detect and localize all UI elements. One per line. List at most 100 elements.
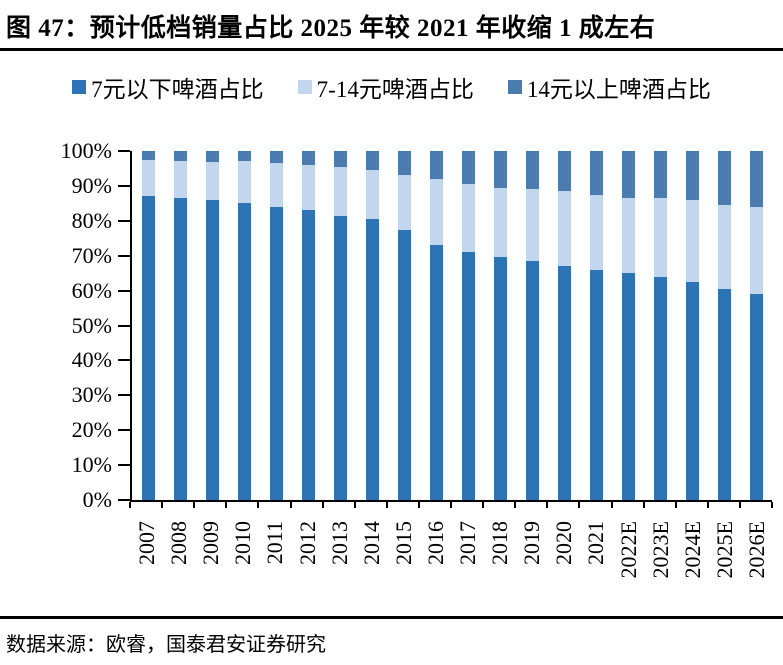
legend-swatch	[297, 80, 312, 94]
bar-segment	[237, 151, 251, 162]
bar-segment	[205, 199, 219, 500]
x-tick-label-text: 2016	[422, 521, 448, 565]
bar-column	[676, 151, 708, 500]
bar-column	[452, 151, 484, 500]
x-axis-tick	[706, 502, 709, 508]
bar-segment	[461, 252, 475, 500]
stacked-bar	[589, 151, 603, 500]
bar-segment	[749, 206, 763, 295]
x-axis-tick	[193, 502, 196, 508]
bar-column	[516, 151, 548, 500]
bar-segment	[749, 294, 763, 500]
y-tick-label: 20%	[71, 417, 112, 443]
x-axis-tick	[771, 502, 773, 508]
y-axis-tick	[118, 464, 130, 467]
x-axis-tick	[482, 502, 485, 508]
stacked-bar	[493, 151, 507, 500]
x-axis-tick	[674, 502, 677, 508]
bar-segment	[365, 170, 379, 220]
x-axis-tick	[289, 502, 292, 508]
title-divider	[0, 48, 783, 51]
bar-segment	[621, 273, 635, 500]
bar-segment	[685, 281, 699, 500]
bar-segment	[653, 151, 667, 199]
x-axis-tick	[161, 502, 164, 508]
stacked-bar	[397, 151, 411, 500]
x-axis-tick	[257, 502, 260, 508]
y-tick-label: 90%	[71, 172, 112, 198]
stacked-bar	[653, 151, 667, 500]
y-axis-tick	[118, 394, 130, 397]
stacked-bar	[429, 151, 443, 500]
legend-item: 14元以上啤酒占比	[507, 70, 711, 104]
bar-segment	[173, 151, 187, 162]
bar-segment	[141, 196, 155, 500]
y-tick-label: 0%	[82, 487, 112, 512]
bar-segment	[269, 206, 283, 500]
stacked-bar	[557, 151, 571, 500]
x-tick-label-text: 2019	[519, 521, 545, 565]
x-tick-label-text: 2011	[262, 521, 288, 565]
bar-segment	[653, 276, 667, 500]
bar-segment	[333, 166, 347, 216]
bar-segment	[237, 161, 251, 204]
stacked-bar	[365, 151, 379, 500]
y-tick-label: 80%	[71, 207, 112, 233]
x-tick-label-text: 2010	[230, 521, 256, 565]
x-tick-label-text: 2014	[358, 521, 384, 565]
bar-segment	[301, 151, 315, 165]
plot-area	[130, 151, 772, 502]
y-axis-tick	[118, 289, 130, 292]
bar-segment	[173, 161, 187, 199]
stacked-bar	[621, 151, 635, 500]
y-axis-tick	[118, 359, 130, 362]
stacked-bar	[717, 151, 731, 500]
bar-segment	[685, 151, 699, 200]
bar-column	[548, 151, 580, 500]
bar-segment	[333, 151, 347, 167]
figure-title: 图 47：预计低档销量占比 2025 年较 2021 年收缩 1 成左右	[6, 15, 656, 42]
bar-segment	[749, 151, 763, 207]
bar-segment	[429, 178, 443, 246]
bar-column	[132, 151, 164, 500]
x-axis-tick	[546, 502, 549, 508]
bar-column	[228, 151, 260, 500]
stacked-bar	[173, 151, 187, 500]
bar-column	[292, 151, 324, 500]
bar-segment	[685, 199, 699, 282]
bar-segment	[493, 151, 507, 188]
bar-column	[644, 151, 676, 500]
y-tick-label: 40%	[71, 347, 112, 373]
y-tick-label: 30%	[71, 382, 112, 408]
bar-segment	[557, 151, 571, 192]
bar-segment	[205, 161, 219, 200]
x-tick-label-text: 2012	[294, 521, 320, 565]
bar-segment	[717, 205, 731, 289]
bar-segment	[717, 288, 731, 500]
x-tick-label-text: 2023E	[647, 521, 673, 579]
y-axis-tick	[118, 184, 130, 187]
bar-segment	[205, 151, 219, 162]
bar-column	[420, 151, 452, 500]
x-axis-tick	[578, 502, 581, 508]
y-axis-tick	[118, 324, 130, 327]
bar-segment	[589, 151, 603, 195]
bar-column	[708, 151, 740, 500]
bar-column	[740, 151, 772, 500]
bar-segment	[397, 175, 411, 230]
x-axis-tick	[514, 502, 517, 508]
bar-column	[580, 151, 612, 500]
x-tick-label-text: 2026E	[743, 521, 769, 579]
x-axis-tick	[450, 502, 452, 508]
x-tick-label-text: 2025E	[711, 521, 737, 579]
y-axis-tick	[118, 150, 130, 152]
bar-segment	[429, 245, 443, 500]
stacked-bar	[525, 151, 539, 500]
x-axis-tick	[385, 502, 388, 508]
bar-segment	[493, 187, 507, 258]
x-tick-label-text: 2017	[455, 521, 481, 565]
x-tick-label-text: 2015	[390, 521, 416, 565]
bar-column	[356, 151, 388, 500]
stacked-bar	[685, 151, 699, 500]
bar-column	[612, 151, 644, 500]
